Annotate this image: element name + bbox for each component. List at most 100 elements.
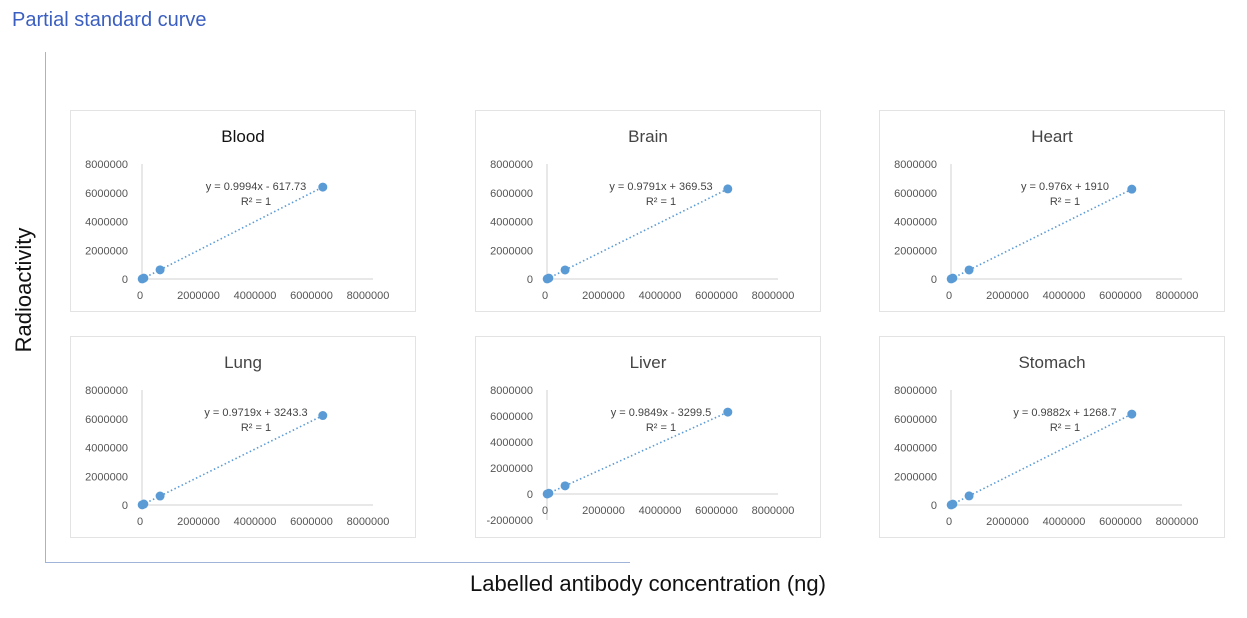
chart-title: Blood <box>221 127 264 146</box>
data-point <box>155 265 165 275</box>
chart-svg: Heart 0 2000000 4000000 6000000 8000000 0 20000… <box>894 127 1199 302</box>
trendline-r2: R² = 1 <box>241 196 271 208</box>
chart-panel-brain: Brain 0 2000000 4000000 6000000 8000000 0 20000… <box>475 110 821 312</box>
y-tick-label: -2000000 <box>487 515 534 527</box>
y-tick-label: 4000000 <box>894 443 937 455</box>
chart-title: Lung <box>224 353 262 372</box>
x-tick-label: 8000000 <box>752 290 795 302</box>
y-tick-label: 6000000 <box>894 414 937 426</box>
data-point <box>139 273 149 283</box>
data-point <box>948 273 958 283</box>
x-tick-label: 6000000 <box>290 516 333 528</box>
trendline-equation: y = 0.9849x - 3299.5 <box>611 407 712 419</box>
y-tick-label: 8000000 <box>490 385 533 397</box>
x-tick-label: 4000000 <box>1043 290 1086 302</box>
y-tick-label: 4000000 <box>490 217 533 229</box>
chart-panel-liver: Liver -2000000 0 2000000 4000000 6000000 80000… <box>475 336 821 538</box>
x-tick-label: 4000000 <box>234 290 277 302</box>
y-tick-label: 8000000 <box>85 385 128 397</box>
x-tick-label: 8000000 <box>1156 290 1199 302</box>
x-tick-label: 8000000 <box>752 505 795 517</box>
y-tick-label: 4000000 <box>85 217 128 229</box>
x-tick-label: 4000000 <box>639 290 682 302</box>
trendline-r2: R² = 1 <box>241 422 271 434</box>
data-point <box>544 273 554 283</box>
x-tick-label: 6000000 <box>1099 290 1142 302</box>
y-tick-label: 2000000 <box>490 463 533 475</box>
data-point <box>1127 409 1137 419</box>
chart-title: Liver <box>630 353 667 372</box>
x-tick-label: 2000000 <box>582 505 625 517</box>
chart-svg: Stomach 0 2000000 4000000 6000000 8000000 0 200… <box>894 353 1198 528</box>
trendline-r2: R² = 1 <box>1050 422 1080 434</box>
x-tick-label: 8000000 <box>347 290 390 302</box>
y-tick-label: 0 <box>122 500 128 512</box>
x-tick-label: 2000000 <box>582 290 625 302</box>
data-point <box>155 491 165 501</box>
data-point <box>318 411 328 421</box>
y-tick-label: 0 <box>527 489 533 501</box>
chart-panel-stomach: Stomach 0 2000000 4000000 6000000 8000000 0 200… <box>879 336 1225 538</box>
y-tick-label: 4000000 <box>894 217 937 229</box>
x-tick-label: 0 <box>946 516 952 528</box>
chart-title: Heart <box>1031 127 1073 146</box>
trendline-equation: y = 0.9791x + 369.53 <box>609 181 712 193</box>
y-tick-label: 6000000 <box>490 188 533 200</box>
x-tick-label: 4000000 <box>639 505 682 517</box>
y-tick-label: 0 <box>931 500 937 512</box>
y-tick-label: 0 <box>122 274 128 286</box>
y-tick-label: 6000000 <box>894 188 937 200</box>
x-tick-label: 0 <box>542 290 548 302</box>
y-tick-label: 2000000 <box>85 245 128 257</box>
y-tick-label: 8000000 <box>894 159 937 171</box>
trendline-r2: R² = 1 <box>646 196 676 208</box>
data-point <box>723 184 733 194</box>
x-tick-label: 0 <box>137 516 143 528</box>
chart-title: Stomach <box>1018 353 1085 372</box>
y-tick-label: 0 <box>931 274 937 286</box>
trendline-r2: R² = 1 <box>1050 196 1080 208</box>
trendline-equation: y = 0.9882x + 1268.7 <box>1013 407 1116 419</box>
y-tick-label: 8000000 <box>894 385 937 397</box>
y-tick-label: 8000000 <box>85 159 128 171</box>
x-tick-label: 4000000 <box>1043 516 1086 528</box>
x-tick-label: 6000000 <box>695 290 738 302</box>
chart-svg: Liver -2000000 0 2000000 4000000 6000000 80000… <box>487 353 795 527</box>
trendline <box>141 414 324 506</box>
data-point <box>544 488 554 498</box>
data-point <box>139 499 149 509</box>
data-point <box>318 182 328 192</box>
trendline <box>141 186 324 280</box>
x-tick-label: 0 <box>946 290 952 302</box>
y-tick-label: 6000000 <box>85 188 128 200</box>
chart-panel-blood: Blood 0 2000000 4000000 6000000 8000000 0 20000… <box>70 110 416 312</box>
y-axis-label: Radioactivity <box>11 227 36 353</box>
x-tick-label: 0 <box>542 505 548 517</box>
trendline <box>546 411 729 495</box>
y-tick-label: 2000000 <box>490 245 533 257</box>
data-point <box>560 265 570 275</box>
trendline-r2: R² = 1 <box>646 422 676 434</box>
y-tick-label: 2000000 <box>85 471 128 483</box>
x-axis-label: Labelled antibody concentration (ng) <box>470 571 826 596</box>
chart-svg: Blood 0 2000000 4000000 6000000 8000000 0 20000… <box>85 127 390 302</box>
y-tick-label: 2000000 <box>894 245 937 257</box>
trendline <box>950 413 1133 506</box>
x-tick-label: 6000000 <box>695 505 738 517</box>
y-tick-label: 2000000 <box>894 471 937 483</box>
outer-x-axis <box>45 562 630 563</box>
page-title: Partial standard curve <box>12 9 207 31</box>
trendline <box>546 188 729 280</box>
x-tick-label: 0 <box>137 290 143 302</box>
x-tick-label: 2000000 <box>177 516 220 528</box>
y-tick-label: 4000000 <box>85 443 128 455</box>
chart-panel-lung: Lung 0 2000000 4000000 6000000 8000000 0 200000… <box>70 336 416 538</box>
x-tick-label: 2000000 <box>986 516 1029 528</box>
y-tick-label: 6000000 <box>85 414 128 426</box>
trendline-equation: y = 0.9719x + 3243.3 <box>204 407 307 419</box>
trendline-equation: y = 0.976x + 1910 <box>1021 181 1109 193</box>
x-tick-label: 6000000 <box>1099 516 1142 528</box>
chart-svg: Lung 0 2000000 4000000 6000000 8000000 0 200000… <box>85 353 389 528</box>
data-point <box>560 481 570 491</box>
y-tick-label: 8000000 <box>490 159 533 171</box>
